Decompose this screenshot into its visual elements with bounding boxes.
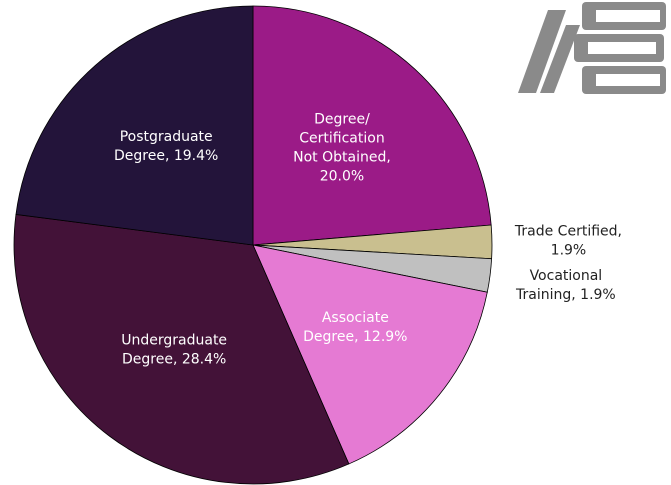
data-label: 1.9%: [551, 242, 587, 258]
data-label: Certification: [299, 131, 384, 147]
data-label: Degree/: [314, 112, 370, 128]
data-label: Trade Certified,: [514, 223, 622, 239]
data-label: Associate: [322, 310, 389, 326]
data-label: Training, 1.9%: [515, 287, 616, 303]
data-label: Degree, 19.4%: [114, 148, 218, 164]
data-label: Vocational: [530, 268, 603, 284]
data-label: Undergraduate: [121, 333, 227, 349]
pie-slice: [252, 5, 492, 246]
data-label: Degree, 12.9%: [303, 329, 407, 345]
pie-slice: [252, 244, 488, 465]
data-label: Degree, 28.4%: [122, 352, 226, 368]
data-label: Postgraduate: [120, 129, 213, 145]
pie-slice: [13, 213, 350, 485]
data-label: 20.0%: [320, 169, 364, 185]
books-icon: [518, 2, 666, 94]
pie-slice: [15, 5, 254, 246]
data-label: Not Obtained,: [293, 150, 391, 166]
